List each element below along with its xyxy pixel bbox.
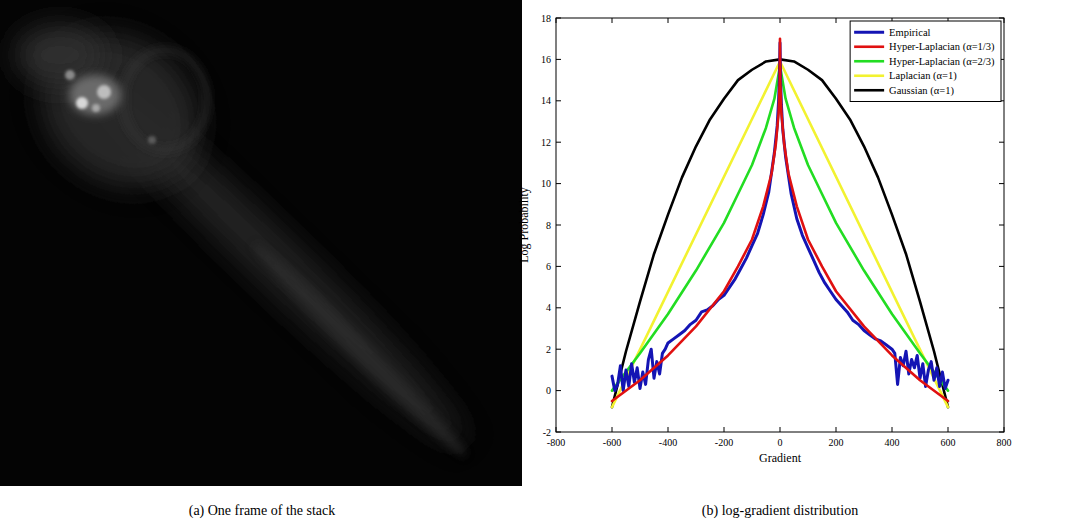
caption: (a) One frame of the stack xyxy=(189,503,336,519)
x-tick-label: -800 xyxy=(547,437,565,448)
legend-label: Empirical xyxy=(889,27,930,38)
series-line xyxy=(612,66,948,391)
y-tick xyxy=(556,307,561,308)
x-tick xyxy=(948,427,949,432)
y-tick xyxy=(999,225,1004,226)
bright-spot xyxy=(97,85,111,99)
y-tick xyxy=(556,225,561,226)
y-tick xyxy=(999,432,1004,433)
y-tick-label: 16 xyxy=(541,54,551,65)
frame-background xyxy=(0,0,522,486)
x-tick-label: 400 xyxy=(885,437,900,448)
legend-swatch xyxy=(854,45,884,48)
y-tick xyxy=(556,18,561,19)
y-tick-label: 0 xyxy=(546,385,551,396)
legend-box xyxy=(850,21,1001,102)
y-tick-label: 4 xyxy=(546,302,551,313)
y-tick xyxy=(999,390,1004,391)
y-tick-label: 2 xyxy=(546,344,551,355)
y-tick-label: 12 xyxy=(541,137,551,148)
legend-swatch xyxy=(854,60,884,63)
fish-tail xyxy=(247,237,473,463)
y-tick xyxy=(556,432,561,433)
bright-spot xyxy=(148,136,156,144)
x-tick xyxy=(668,427,669,432)
bright-region xyxy=(69,75,121,115)
x-tick xyxy=(892,427,893,432)
legend-label: Hyper-Laplacian (α=1/3) xyxy=(889,41,995,53)
frame-image xyxy=(0,0,522,486)
bright-spot xyxy=(65,70,75,80)
caption: (b) log-gradient distribution xyxy=(702,503,858,519)
y-tick xyxy=(999,307,1004,308)
x-tick-label: 200 xyxy=(829,437,844,448)
figure: (a) One frame of the stack -800 -600 -400 -2… xyxy=(0,0,1069,528)
x-tick xyxy=(1004,18,1005,23)
x-tick xyxy=(612,18,613,23)
x-tick xyxy=(556,18,557,23)
y-tick xyxy=(556,142,561,143)
bright-spot xyxy=(92,104,100,112)
x-tick xyxy=(836,18,837,23)
y-tick-label: 18 xyxy=(541,13,551,24)
y-tick-label: 14 xyxy=(541,95,551,106)
plot-frame xyxy=(556,18,1004,432)
x-tick xyxy=(612,427,613,432)
x-tick-label: 0 xyxy=(778,437,783,448)
legend-label: Gaussian (α=1) xyxy=(889,85,954,97)
y-tick-label: 6 xyxy=(546,261,551,272)
y-tick xyxy=(556,100,561,101)
y-tick xyxy=(999,183,1004,184)
x-tick xyxy=(1004,427,1005,432)
y-tick xyxy=(999,349,1004,350)
y-tick-label: 10 xyxy=(541,178,551,189)
fish-eye-ring xyxy=(123,50,207,150)
y-tick xyxy=(999,142,1004,143)
x-tick xyxy=(780,427,781,432)
legend-label: Laplacian (α=1) xyxy=(889,70,957,82)
x-tick-label: 800 xyxy=(997,437,1012,448)
legend-label: Hyper-Laplacian (α=2/3) xyxy=(889,56,995,68)
y-tick xyxy=(999,266,1004,267)
y-tick xyxy=(999,18,1004,19)
y-tick-label: 8 xyxy=(546,220,551,231)
x-tick-label: -600 xyxy=(603,437,621,448)
bright-spot xyxy=(76,97,88,109)
legend-swatch xyxy=(854,89,884,92)
y-tick xyxy=(556,390,561,391)
x-tick-label: -200 xyxy=(715,437,733,448)
y-tick xyxy=(556,183,561,184)
y-tick xyxy=(556,59,561,60)
x-tick xyxy=(780,18,781,23)
legend-swatch xyxy=(854,74,884,77)
legend-swatch xyxy=(854,31,884,34)
x-tick-label: 600 xyxy=(941,437,956,448)
y-axis-title: Log Probability xyxy=(517,187,531,263)
x-tick xyxy=(668,18,669,23)
x-tick xyxy=(724,427,725,432)
y-tick-label: -2 xyxy=(543,427,551,438)
fish-head xyxy=(10,2,230,219)
legend: Empirical Hyper-Laplacian (α=1/3) Hyper-La… xyxy=(850,21,1001,102)
ticks: -800 -600 -400 -200 0 200 400 600 800 -2 0 2 4 6 8 10 12… xyxy=(541,13,1012,449)
x-axis-title: Gradient xyxy=(759,451,802,465)
y-tick xyxy=(556,266,561,267)
plot-area xyxy=(556,18,1004,432)
x-tick xyxy=(724,18,725,23)
x-tick-label: -400 xyxy=(659,437,677,448)
x-tick xyxy=(836,427,837,432)
x-tick xyxy=(556,427,557,432)
chart: -800 -600 -400 -200 0 200 400 600 800 -2 0 2 4 6 8 10 12… xyxy=(517,13,1012,466)
y-tick xyxy=(556,349,561,350)
